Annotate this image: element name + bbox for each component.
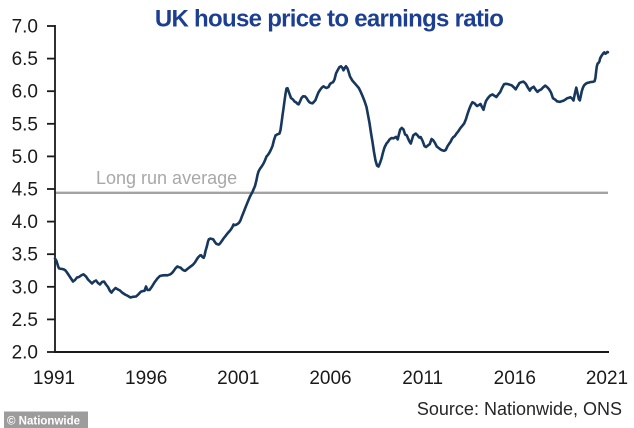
svg-text:4.0: 4.0 (12, 212, 38, 233)
svg-text:2.5: 2.5 (12, 310, 38, 331)
svg-text:5.5: 5.5 (12, 114, 38, 135)
svg-text:1991: 1991 (33, 368, 75, 389)
svg-text:2006: 2006 (309, 368, 351, 389)
svg-text:5.0: 5.0 (12, 147, 38, 168)
svg-text:Source: Nationwide, ONS: Source: Nationwide, ONS (417, 399, 622, 419)
svg-text:7.0: 7.0 (12, 17, 38, 38)
svg-text:2016: 2016 (494, 368, 536, 389)
svg-text:6.0: 6.0 (12, 82, 38, 103)
svg-text:2.0: 2.0 (12, 343, 38, 364)
svg-text:3.0: 3.0 (12, 277, 38, 298)
svg-text:3.5: 3.5 (12, 245, 38, 266)
svg-text:2021: 2021 (586, 368, 628, 389)
svg-text:1996: 1996 (125, 368, 167, 389)
svg-text:© Nationwide: © Nationwide (7, 416, 80, 428)
svg-text:UK house price to earnings rat: UK house price to earnings ratio (155, 6, 503, 33)
svg-text:Long run average: Long run average (96, 168, 237, 188)
svg-text:2011: 2011 (402, 368, 443, 389)
svg-text:2001: 2001 (217, 368, 259, 389)
svg-text:4.5: 4.5 (12, 180, 38, 201)
svg-text:6.5: 6.5 (12, 49, 38, 70)
